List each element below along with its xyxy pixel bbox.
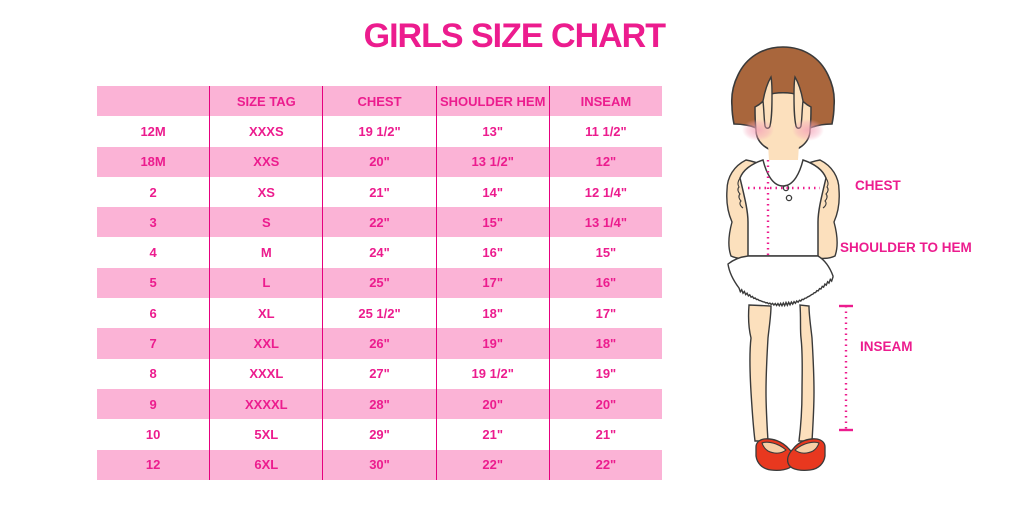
svg-text:INSEAM: INSEAM: [860, 339, 913, 354]
svg-text:CHEST: CHEST: [855, 178, 902, 193]
svg-text:SHOULDER TO HEM: SHOULDER TO HEM: [840, 240, 972, 255]
